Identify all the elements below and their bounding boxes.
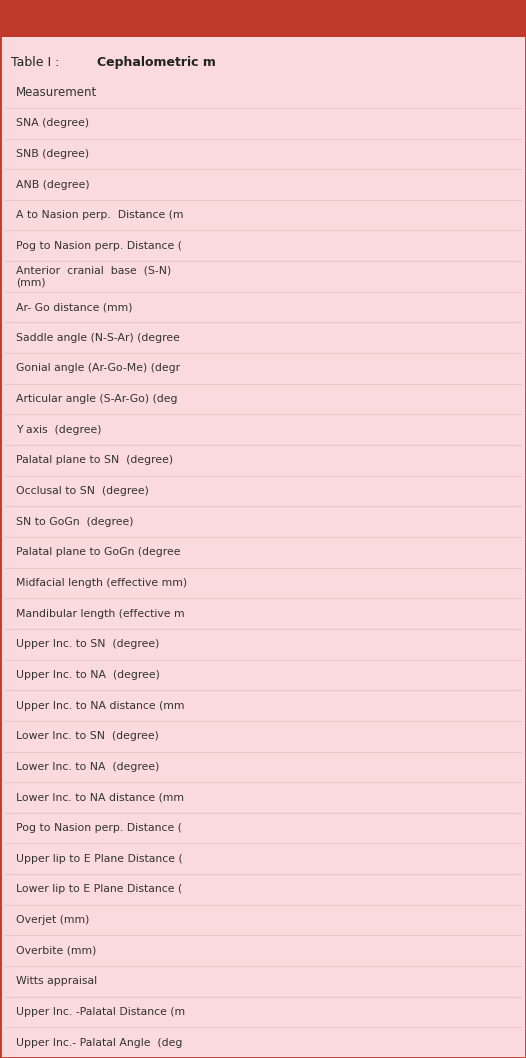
Text: Upper Inc. -Palatal Distance (m: Upper Inc. -Palatal Distance (m [16, 1007, 185, 1017]
Text: Witts appraisal: Witts appraisal [16, 977, 97, 986]
Text: ANB (degree): ANB (degree) [16, 180, 89, 189]
Text: Table I :: Table I : [11, 56, 63, 69]
Text: Occlusal to SN  (degree): Occlusal to SN (degree) [16, 486, 149, 496]
Text: Anterior  cranial  base  (S-N)
(mm): Anterior cranial base (S-N) (mm) [16, 266, 171, 288]
Text: Y axis  (degree): Y axis (degree) [16, 424, 102, 435]
Text: Midfacial length (effective mm): Midfacial length (effective mm) [16, 578, 187, 588]
Text: Upper Inc. to NA distance (mm: Upper Inc. to NA distance (mm [16, 700, 184, 711]
FancyBboxPatch shape [0, 0, 526, 37]
Text: Upper lip to E Plane Distance (: Upper lip to E Plane Distance ( [16, 854, 183, 863]
Text: Saddle angle (N-S-Ar) (degree: Saddle angle (N-S-Ar) (degree [16, 333, 180, 343]
Text: Upper Inc.- Palatal Angle  (deg: Upper Inc.- Palatal Angle (deg [16, 1038, 182, 1047]
Text: Pog to Nasion perp. Distance (: Pog to Nasion perp. Distance ( [16, 823, 181, 833]
Text: Lower lip to E Plane Distance (: Lower lip to E Plane Distance ( [16, 884, 182, 894]
Text: Overjet (mm): Overjet (mm) [16, 915, 89, 925]
Text: SN to GoGn  (degree): SN to GoGn (degree) [16, 516, 133, 527]
Text: Palatal plane to GoGn (degree: Palatal plane to GoGn (degree [16, 547, 180, 558]
Text: Lower Inc. to SN  (degree): Lower Inc. to SN (degree) [16, 731, 159, 742]
Text: Upper Inc. to NA  (degree): Upper Inc. to NA (degree) [16, 670, 160, 680]
Text: Mandibular length (effective m: Mandibular length (effective m [16, 608, 185, 619]
Text: Ar- Go distance (mm): Ar- Go distance (mm) [16, 303, 132, 312]
Text: A to Nasion perp.  Distance (m: A to Nasion perp. Distance (m [16, 211, 183, 220]
Text: Upper Inc. to SN  (degree): Upper Inc. to SN (degree) [16, 639, 159, 650]
Text: Measurement: Measurement [16, 86, 97, 99]
Text: Cephalometric m: Cephalometric m [97, 56, 216, 69]
Text: Overbite (mm): Overbite (mm) [16, 946, 96, 955]
Text: Palatal plane to SN  (degree): Palatal plane to SN (degree) [16, 455, 173, 466]
Text: Lower Inc. to NA  (degree): Lower Inc. to NA (degree) [16, 762, 159, 772]
Text: Pog to Nasion perp. Distance (: Pog to Nasion perp. Distance ( [16, 241, 181, 251]
Text: Articular angle (S-Ar-Go) (deg: Articular angle (S-Ar-Go) (deg [16, 394, 177, 404]
Text: SNA (degree): SNA (degree) [16, 118, 89, 128]
Text: Gonial angle (Ar-Go-Me) (degr: Gonial angle (Ar-Go-Me) (degr [16, 363, 180, 373]
Text: SNB (degree): SNB (degree) [16, 149, 89, 159]
FancyBboxPatch shape [0, 37, 526, 1058]
Text: Lower Inc. to NA distance (mm: Lower Inc. to NA distance (mm [16, 792, 184, 802]
